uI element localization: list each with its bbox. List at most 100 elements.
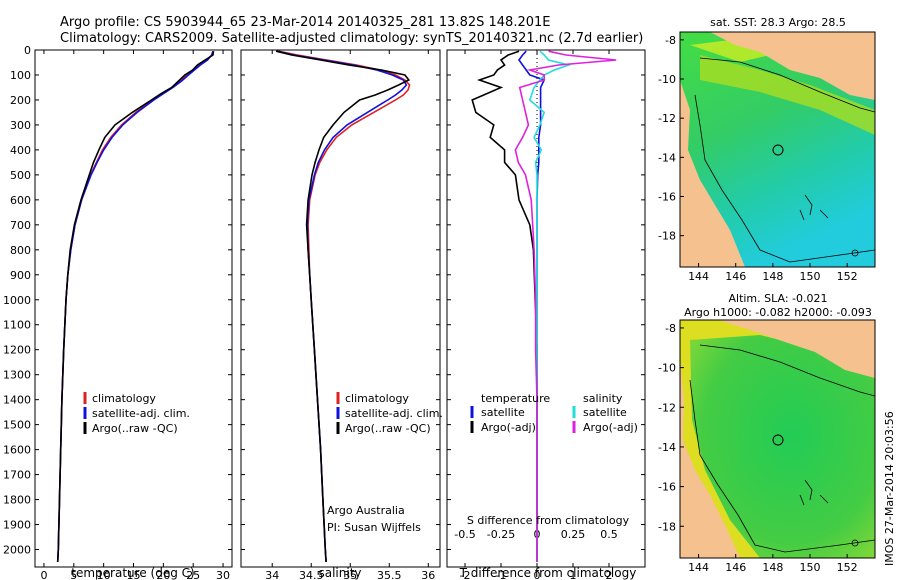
legend-label-satellite: satellite-adj. clim. — [345, 407, 443, 420]
sla-land-australia — [680, 360, 740, 558]
map-x-tick-label: 144 — [688, 561, 709, 574]
temperature-xlabel: temperature (deg C) — [71, 566, 194, 580]
depth-tick-label: 1100 — [3, 319, 31, 332]
t-diff-tick-label: -1 — [496, 569, 507, 580]
x-tick-label: 10 — [97, 569, 111, 580]
map-x-tick-label: 152 — [837, 561, 858, 574]
s-diff-tick-label: -0.5 — [454, 528, 475, 541]
legend-label-satellite: satellite-adj. clim. — [92, 407, 190, 420]
difference-legend: temperature salinity satellite Argo(-adj… — [470, 392, 638, 434]
depth-tick-label: 2000 — [3, 544, 31, 557]
map-y-tick-label: -14 — [658, 151, 676, 164]
x-tick-label: 0 — [40, 569, 47, 580]
sst-land-papua — [710, 32, 875, 100]
annotation-pi: PI: Susan Wijffels — [327, 521, 421, 534]
map-y-tick-label: -16 — [658, 481, 676, 494]
sst-contour — [694, 94, 875, 263]
depth-tick-label: 0 — [24, 44, 31, 57]
annotation-argo-australia: Argo Australia — [327, 504, 405, 517]
sst-map — [680, 32, 875, 267]
depth-tick-label: 300 — [10, 119, 31, 132]
sst-land-australia — [680, 80, 745, 267]
legend-label-climatology: climatology — [92, 392, 156, 405]
sst-small-marker — [851, 249, 859, 257]
legend-title-temperature: temperature — [481, 392, 550, 405]
depth-tick-label: 1700 — [3, 469, 31, 482]
map-y-tick-label: -16 — [658, 191, 676, 204]
depth-tick-label: 1000 — [3, 294, 31, 307]
sst-contour-north — [699, 57, 875, 113]
sla-map-frame — [679, 319, 876, 559]
sla-land-papua — [718, 320, 875, 378]
sst-warm-band — [700, 55, 875, 135]
depth-tick-label: 600 — [10, 194, 31, 207]
sla-map-title-1: Altim. SLA: -0.021 — [728, 292, 827, 305]
x-tick-label: 36 — [421, 569, 435, 580]
legend-label-climatology: climatology — [345, 392, 409, 405]
depth-tick-label: 1800 — [3, 494, 31, 507]
temperature-legend: climatology satellite-adj. clim. Argo(..… — [83, 392, 190, 435]
x-tick-label: 34.5 — [299, 569, 324, 580]
temperature-panel-frame — [34, 49, 233, 568]
sla-contour-north — [699, 344, 875, 397]
sst-reef — [799, 194, 829, 221]
sst-warm-patch — [690, 40, 770, 62]
t-diff-tick-label: 1 — [570, 569, 577, 580]
legend-label-t-argo: Argo(-adj) — [481, 421, 536, 434]
sla-small-marker — [851, 539, 859, 547]
depth-tick-label: 1600 — [3, 444, 31, 457]
sla-ocean — [690, 335, 875, 558]
map-y-tick-label: -10 — [658, 73, 676, 86]
depth-tick-label: 800 — [10, 244, 31, 257]
salinity-panel-frame — [240, 49, 441, 568]
difference-xlabel-top: S difference from climatology — [467, 514, 630, 527]
sst-map-axes: 144 146 148 150 152 -8 -10 -12 -14 -16 -18 — [658, 34, 858, 283]
t-diff-tick-label: -2 — [460, 569, 471, 580]
difference-xlabel: T difference from climatology — [459, 566, 637, 580]
x-tick-label: 20 — [156, 569, 170, 580]
profile-lines — [56, 50, 617, 563]
sst-map-frame — [679, 31, 876, 268]
sla-contour — [689, 379, 875, 553]
depth-tick-label: 200 — [10, 94, 31, 107]
depth-tick-label: 1300 — [3, 369, 31, 382]
depth-tick-label: 1400 — [3, 394, 31, 407]
depth-tick-label: 1900 — [3, 519, 31, 532]
sst-map-title: sat. SST: 28.3 Argo: 28.5 — [710, 16, 846, 29]
map-x-tick-label: 148 — [762, 270, 783, 283]
x-tick-label: 35.5 — [377, 569, 402, 580]
map-x-tick-label: 152 — [837, 270, 858, 283]
salinity-xlabel: salinity — [318, 566, 361, 580]
x-tick-label: 35 — [343, 569, 357, 580]
profile-line-black — [56, 51, 215, 563]
legend-label-s-satellite: satellite — [583, 406, 627, 419]
map-x-tick-label: 150 — [800, 561, 821, 574]
x-tick-label: 5 — [70, 569, 77, 580]
legend-label-t-satellite: satellite — [481, 406, 525, 419]
s-diff-tick-label: 0.5 — [600, 528, 618, 541]
map-y-tick-label: -12 — [658, 401, 676, 414]
sla-reef — [799, 479, 829, 506]
imos-timestamp: IMOS 27-Mar-2014 20:03:56 — [883, 411, 896, 566]
x-tick-label: 30 — [216, 569, 230, 580]
t-diff-tick-label: 2 — [606, 569, 613, 580]
depth-tick-label: 700 — [10, 219, 31, 232]
axes-layer: 0100200300400500600700800900100011001200… — [3, 44, 645, 580]
sst-argo-marker — [772, 144, 784, 156]
map-y-tick-label: -10 — [658, 362, 676, 375]
map-x-tick-label: 146 — [725, 270, 746, 283]
difference-panel-frame — [446, 49, 646, 568]
depth-tick-label: 500 — [10, 169, 31, 182]
map-x-tick-label: 148 — [762, 561, 783, 574]
legend-label-argo: Argo(..raw -QC) — [92, 422, 178, 435]
t-diff-tick-label: 0 — [534, 569, 541, 580]
depth-tick-label: 1500 — [3, 419, 31, 432]
map-y-tick-label: -18 — [658, 520, 676, 533]
depth-tick-label: 100 — [10, 69, 31, 82]
map-x-tick-label: 146 — [725, 561, 746, 574]
x-tick-label: 25 — [186, 569, 200, 580]
s-diff-tick-label: -0.25 — [487, 528, 515, 541]
map-x-tick-label: 150 — [800, 270, 821, 283]
sla-map-axes: 144 146 148 150 152 -8 -10 -12 -14 -16 -18 — [658, 322, 858, 574]
